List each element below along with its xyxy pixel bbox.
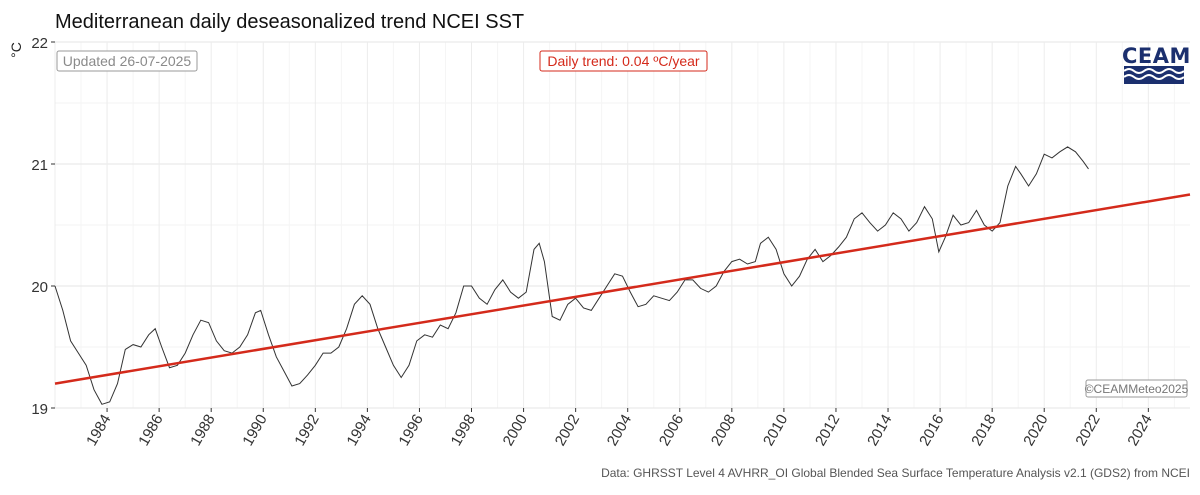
x-tick-label: 2018 (968, 412, 999, 449)
updated-badge: Updated 26-07-2025 (56, 50, 198, 72)
x-tick-label: 1996 (396, 412, 427, 449)
x-tick-label: 2014 (864, 412, 895, 449)
y-tick-label: 19 (31, 401, 48, 418)
x-tick-label: 1992 (291, 412, 322, 449)
y-tick-labels: 19 20 21 22 (31, 35, 55, 418)
data-source-note: Data: GHRSST Level 4 AVHRR_OI Global Ble… (601, 466, 1190, 480)
series-lines (54, 146, 1191, 405)
x-tick-label: 1986 (135, 412, 166, 449)
x-tick-label: 2024 (1124, 412, 1155, 449)
x-tick-label: 2010 (760, 412, 791, 449)
y-tick-label: 22 (31, 35, 48, 52)
x-tick-label: 1990 (239, 412, 270, 449)
logo-waves-icon (1123, 66, 1185, 84)
x-tick-label: 1988 (187, 412, 218, 449)
x-tick-label: 1994 (343, 412, 374, 449)
y-tick-label: 21 (31, 157, 48, 174)
x-tick-label: 2022 (1072, 412, 1103, 449)
trend-text: Daily trend: 0.04 ºC/year (547, 53, 700, 69)
x-tick-label: 2002 (552, 412, 583, 449)
x-tick-label: 2004 (604, 412, 635, 449)
x-tick-label: 2008 (708, 412, 739, 449)
minor-gridlines (55, 42, 1190, 408)
x-tick-label: 2016 (916, 412, 947, 449)
ceam-logo: CEAM (1122, 44, 1191, 86)
major-gridlines (54, 41, 1190, 409)
x-tick-label: 1984 (83, 412, 114, 449)
copyright-badge: ©CEAMMeteo2025 (1085, 379, 1189, 398)
sst-anomaly-line (54, 146, 1089, 405)
copyright-text: ©CEAMMeteo2025 (1085, 382, 1189, 396)
x-tick-label: 2000 (500, 412, 531, 449)
logo-text: CEAM (1122, 44, 1191, 68)
chart-title: Mediterranean daily deseasonalized trend… (55, 11, 525, 33)
y-tick-label: 20 (31, 279, 48, 296)
trend-badge: Daily trend: 0.04 ºC/year (539, 50, 708, 72)
x-tick-label: 2006 (656, 412, 687, 449)
x-tick-label: 1998 (448, 412, 479, 449)
x-tick-labels: 1984 1986 1988 1990 1992 1994 1996 1998 2000 2002… (83, 408, 1156, 449)
trend-line (54, 193, 1191, 385)
updated-text: Updated 26-07-2025 (63, 53, 192, 69)
x-tick-label: 2012 (812, 412, 843, 449)
x-tick-label: 2020 (1020, 412, 1051, 449)
